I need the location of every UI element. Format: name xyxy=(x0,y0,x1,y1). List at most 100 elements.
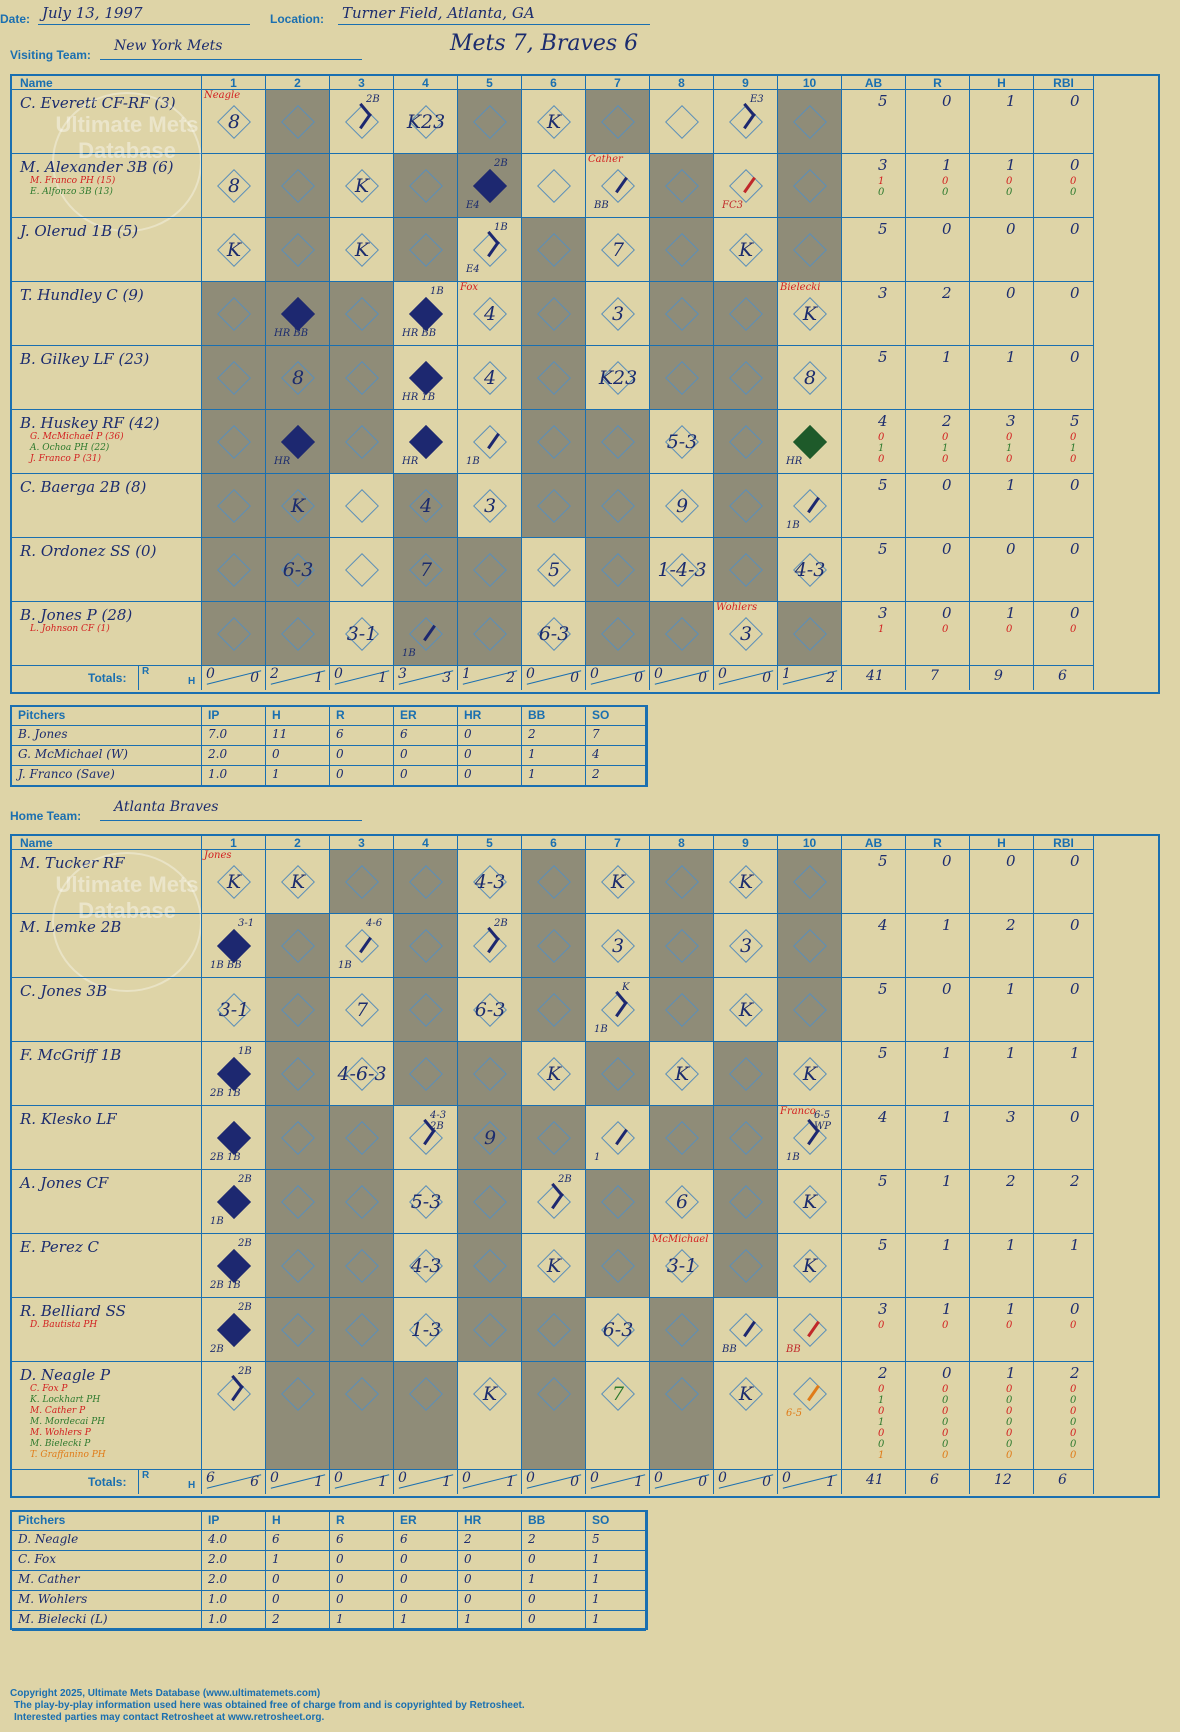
pitcher-cell: 6 xyxy=(394,1531,458,1551)
totals-label-cell: Totals: R H xyxy=(12,666,202,690)
play-note-top: 2B xyxy=(238,1174,252,1185)
at-bat-cell: 6-3 xyxy=(266,538,330,602)
play-result: 4-3 xyxy=(794,559,826,581)
pitcher-value: 1.0 xyxy=(208,1612,228,1626)
pitcher-value: 0 xyxy=(528,1552,536,1566)
sub-stat-value: 0 xyxy=(1006,1395,1013,1406)
header-inning-5: 5 xyxy=(458,76,522,90)
at-bat-box: K xyxy=(522,1234,586,1298)
player-name-cell: T. Hundley C (9) xyxy=(12,282,202,346)
at-bat-cell: HR xyxy=(266,410,330,474)
pitcher-cell: 7 xyxy=(586,726,646,746)
at-bat-box: 2B xyxy=(330,90,394,154)
stat-value: 0 xyxy=(1070,284,1080,302)
totals-label: Totals: xyxy=(88,671,127,685)
pitcher-header: ER xyxy=(394,1512,458,1531)
at-bat-box xyxy=(778,602,842,666)
home-team-label: Home Team: xyxy=(10,809,82,823)
at-bat-box: K Bielecki xyxy=(778,282,842,346)
at-bat-cell xyxy=(522,474,586,538)
play-result: 7 xyxy=(355,999,369,1021)
play-note-bottom: 1B BB xyxy=(210,960,242,971)
at-bat-cell: 2B E4 xyxy=(458,154,522,218)
sub-stat-value: 0 xyxy=(1070,187,1077,198)
at-bat-box: 3 xyxy=(586,282,650,346)
pitcher-cell: 0 xyxy=(458,1591,522,1611)
footer-retrosheet: The play-by-play information used here w… xyxy=(14,1700,525,1711)
at-bat-box: 8 xyxy=(778,346,842,410)
base-diamond xyxy=(217,553,251,587)
stat-cell-r: 0 xyxy=(906,90,970,154)
at-bat-box: 8 Neagle xyxy=(202,90,266,154)
at-bat-box xyxy=(394,154,458,218)
play-result: K xyxy=(802,1255,818,1277)
pitcher-value: J. Franco (Save) xyxy=(18,767,115,781)
sub-stat-value: 0 xyxy=(1070,624,1077,635)
inning-hits: 1 xyxy=(378,1474,387,1490)
pitcher-header-label: ER xyxy=(400,708,417,722)
at-bat-cell: 3 xyxy=(586,914,650,978)
at-bat-cell xyxy=(650,282,714,346)
stat-value: 0 xyxy=(942,1364,952,1382)
sub-stat-value: 1 xyxy=(878,443,885,454)
stat-value: 5 xyxy=(878,92,888,110)
play-result: 6-3 xyxy=(282,559,314,581)
footer-contact: Interested parties may contact Retroshee… xyxy=(14,1712,325,1723)
at-bat-box xyxy=(650,154,714,218)
play-result: 4-3 xyxy=(410,1255,442,1277)
at-bat-cell: 3-1 xyxy=(330,602,394,666)
at-bat-box xyxy=(650,602,714,666)
at-bat-cell: 3 xyxy=(458,474,522,538)
stat-value: 5 xyxy=(878,540,888,558)
play-note-bottom: 1B xyxy=(210,1216,224,1227)
rh-box xyxy=(138,666,202,690)
at-bat-cell xyxy=(650,602,714,666)
play-result: K xyxy=(610,871,626,893)
sub-stat-value: 0 xyxy=(1070,1384,1077,1395)
sub-stat-value: 0 xyxy=(878,187,885,198)
base-diamond xyxy=(665,617,699,651)
pitcher-cell: 0 xyxy=(266,1571,330,1591)
at-bat-box: K xyxy=(714,978,778,1042)
stat-cell-h: 1 xyxy=(970,474,1034,538)
base-diamond xyxy=(345,1249,379,1283)
sub-stat-value: 0 xyxy=(942,624,949,635)
stat-value: 2 xyxy=(1006,1172,1016,1190)
at-bat-box xyxy=(522,474,586,538)
at-bat-box xyxy=(586,1170,650,1234)
stat-cell-r: 2 xyxy=(906,282,970,346)
pitcher-header-label: R xyxy=(336,708,345,722)
at-bat-cell xyxy=(266,1234,330,1298)
base-diamond xyxy=(537,929,571,963)
pitcher-cell: B. Jones xyxy=(12,726,202,746)
player-name: B. Jones P (28) xyxy=(20,606,133,624)
pitcher-value: 0 xyxy=(400,1592,408,1606)
at-bat-cell xyxy=(330,346,394,410)
pitcher-header-label: HR xyxy=(464,1513,482,1527)
base-diamond xyxy=(793,233,827,267)
at-bat-cell: K xyxy=(778,1234,842,1298)
base-diamond xyxy=(729,553,763,587)
pitcher-value: 1 xyxy=(528,767,536,781)
header-inning-9: 9 xyxy=(714,76,778,90)
pitcher-cell: 1 xyxy=(394,1611,458,1631)
inning-runs: 0 xyxy=(526,666,535,682)
pitching-change-note: Franco xyxy=(780,1106,816,1117)
at-bat-cell: 8 Neagle xyxy=(202,90,266,154)
stat-cell-rbi: 0 xyxy=(1034,346,1094,410)
at-bat-cell: 3 xyxy=(586,282,650,346)
at-bat-box xyxy=(586,1234,650,1298)
pitcher-value: 2.0 xyxy=(208,747,228,761)
at-bat-cell: 4-6 1B xyxy=(330,914,394,978)
base-diamond xyxy=(473,105,507,139)
pitcher-value: 0 xyxy=(336,1552,344,1566)
stat-value: 0 xyxy=(942,92,952,110)
play-note-bottom: BB xyxy=(594,200,609,211)
player-name-cell: B. Huskey RF (42) G. McMichael P (36) A. O… xyxy=(12,410,202,474)
pitcher-header-label: SO xyxy=(592,1513,610,1527)
play-result: 6-3 xyxy=(474,999,506,1021)
